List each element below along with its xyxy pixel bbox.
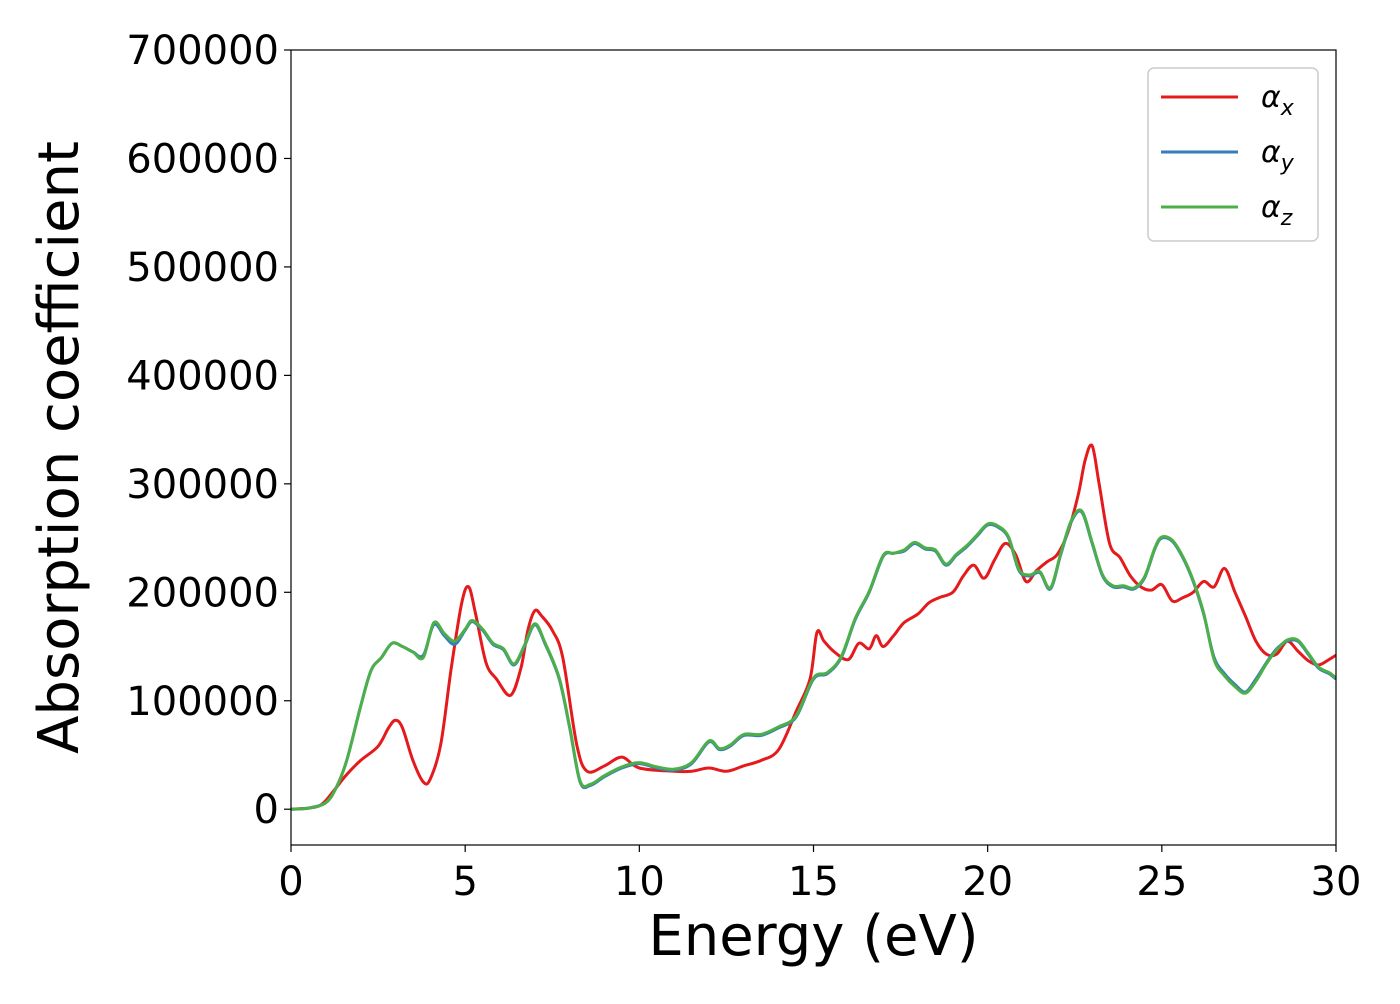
legend: αx αy αz [1147,67,1319,242]
y-tick-label: 0 [254,787,279,833]
x-tick-label: 5 [452,859,477,905]
y-axis-label: Absorption coefficient [27,141,92,754]
x-tick-label: 10 [614,859,665,905]
x-axis-ticks: 0 5 10 15 20 25 30 [278,845,1361,905]
y-axis-ticks: 0 100000 200000 300000 400000 500000 600000 700… [126,28,291,833]
y-tick-label: 100000 [126,679,279,725]
series-line-z [291,508,1336,811]
x-tick-label: 30 [1311,859,1362,905]
x-tick-label: 0 [278,859,303,905]
x-tick-label: 20 [962,859,1013,905]
x-tick-label: 25 [1136,859,1187,905]
y-tick-label: 600000 [126,136,279,182]
series-layer [291,443,1336,811]
y-tick-label: 500000 [126,245,279,291]
y-tick-label: 200000 [126,570,279,616]
y-tick-label: 400000 [126,353,279,399]
x-axis-label: Energy (eV) [648,904,978,969]
y-tick-label: 300000 [126,462,279,508]
x-tick-label: 15 [788,859,839,905]
legend-label-y: αy [1261,135,1295,176]
legend-label-x: αx [1261,80,1295,121]
legend-box [1147,67,1319,242]
series-line-x [291,443,1336,811]
legend-label-z: αz [1261,190,1293,231]
y-tick-label: 700000 [126,28,279,74]
